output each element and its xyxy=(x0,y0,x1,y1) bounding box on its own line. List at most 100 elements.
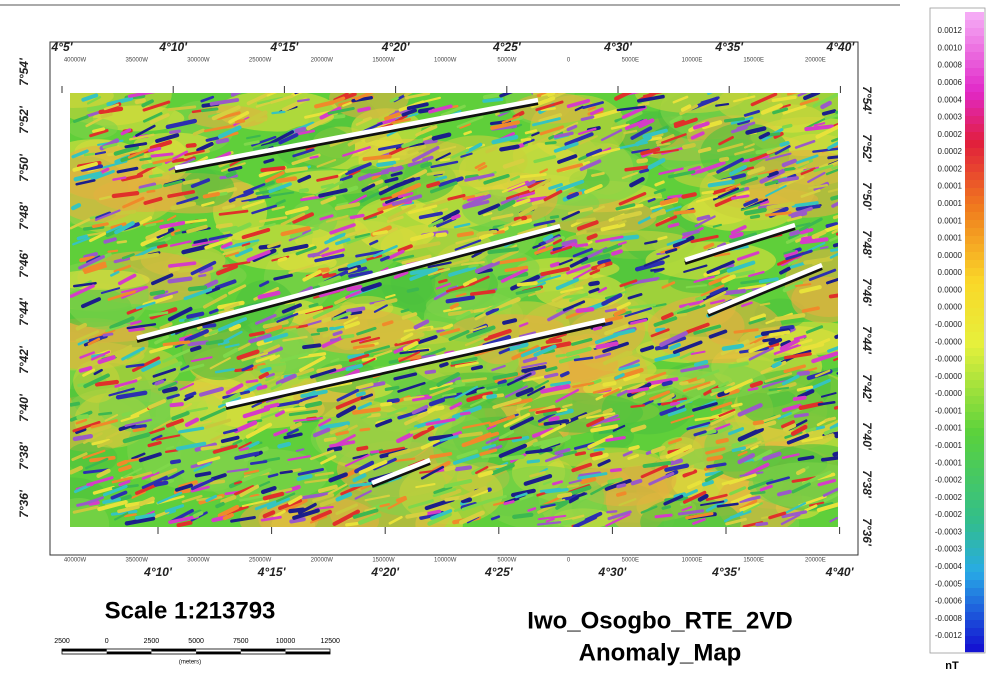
streak xyxy=(370,450,380,454)
streak xyxy=(491,463,515,476)
streak xyxy=(224,343,240,349)
streak xyxy=(438,278,448,284)
streak xyxy=(760,103,783,115)
streak xyxy=(100,112,113,119)
streak xyxy=(470,289,496,296)
streak xyxy=(666,237,687,246)
streak xyxy=(124,142,148,149)
streak xyxy=(517,224,548,237)
streak xyxy=(832,214,838,220)
streak xyxy=(354,490,372,500)
streak xyxy=(454,239,482,251)
streak xyxy=(401,138,424,149)
streak xyxy=(292,508,320,520)
colorbar-swatch xyxy=(965,292,984,301)
streak xyxy=(282,335,308,342)
colorbar-swatch xyxy=(965,212,984,221)
streak xyxy=(453,222,471,229)
streak xyxy=(555,353,566,358)
streak xyxy=(766,132,781,137)
streak xyxy=(258,222,276,230)
colorbar-swatch xyxy=(965,116,984,125)
streak xyxy=(308,302,319,308)
streak xyxy=(70,284,95,298)
streak xyxy=(577,472,608,480)
streak xyxy=(533,219,556,227)
streak xyxy=(406,287,420,293)
streak xyxy=(531,199,545,206)
streak xyxy=(332,330,343,337)
streak xyxy=(352,508,379,519)
streak xyxy=(717,381,730,388)
scale-bar-label: 0 xyxy=(105,638,109,645)
streak xyxy=(535,407,561,414)
streak xyxy=(91,438,111,446)
colorbar-swatch xyxy=(965,356,984,365)
streak xyxy=(154,335,169,345)
streak xyxy=(616,301,631,311)
streak xyxy=(186,311,205,319)
streak xyxy=(348,353,370,363)
streak xyxy=(471,251,482,258)
colorbar-swatch xyxy=(965,100,984,109)
streak xyxy=(82,261,107,273)
streak xyxy=(477,203,501,216)
streak xyxy=(540,107,556,112)
streak xyxy=(155,361,183,375)
colorbar-swatch xyxy=(965,524,984,533)
streak xyxy=(312,493,335,503)
streak xyxy=(391,166,404,173)
streak xyxy=(70,218,91,230)
streak xyxy=(81,93,99,102)
streak xyxy=(458,431,483,438)
streak xyxy=(559,371,570,378)
streak xyxy=(578,494,591,501)
streak xyxy=(714,423,731,431)
streak xyxy=(220,241,233,249)
streak xyxy=(323,436,337,442)
streak xyxy=(257,290,281,300)
streak xyxy=(608,350,633,363)
streak xyxy=(438,207,449,213)
streak xyxy=(241,227,271,240)
streak xyxy=(669,115,683,124)
streak xyxy=(701,120,723,130)
top-longitude: 4°5' xyxy=(51,40,74,54)
streak xyxy=(107,249,119,253)
streak xyxy=(781,158,797,168)
streak xyxy=(281,303,302,314)
streak xyxy=(654,513,673,519)
colorbar-label: -0.0003 xyxy=(935,545,963,554)
streak xyxy=(148,173,163,179)
top-easting: 35000W xyxy=(126,58,149,64)
streak xyxy=(590,414,619,427)
streak xyxy=(296,474,313,481)
streak xyxy=(701,190,714,195)
streak xyxy=(731,126,748,134)
streak xyxy=(270,94,294,104)
streak xyxy=(490,120,520,130)
streak xyxy=(418,211,443,220)
lineament xyxy=(371,457,431,486)
streak xyxy=(289,517,306,524)
streak xyxy=(75,322,88,331)
streak xyxy=(616,483,627,489)
streak xyxy=(145,228,169,241)
streak xyxy=(312,304,340,320)
streak xyxy=(780,513,801,526)
streak xyxy=(490,515,501,521)
streak xyxy=(359,427,371,432)
streak xyxy=(390,171,403,177)
streak xyxy=(604,324,629,336)
streak xyxy=(661,312,674,321)
streak xyxy=(279,406,307,413)
streak xyxy=(165,445,175,450)
streak xyxy=(516,405,532,412)
streak xyxy=(388,515,403,525)
streak xyxy=(187,340,209,347)
streak xyxy=(83,251,98,259)
streak xyxy=(652,303,667,308)
colorbar-swatch xyxy=(965,516,984,525)
streak xyxy=(162,348,191,363)
streak xyxy=(637,94,665,103)
